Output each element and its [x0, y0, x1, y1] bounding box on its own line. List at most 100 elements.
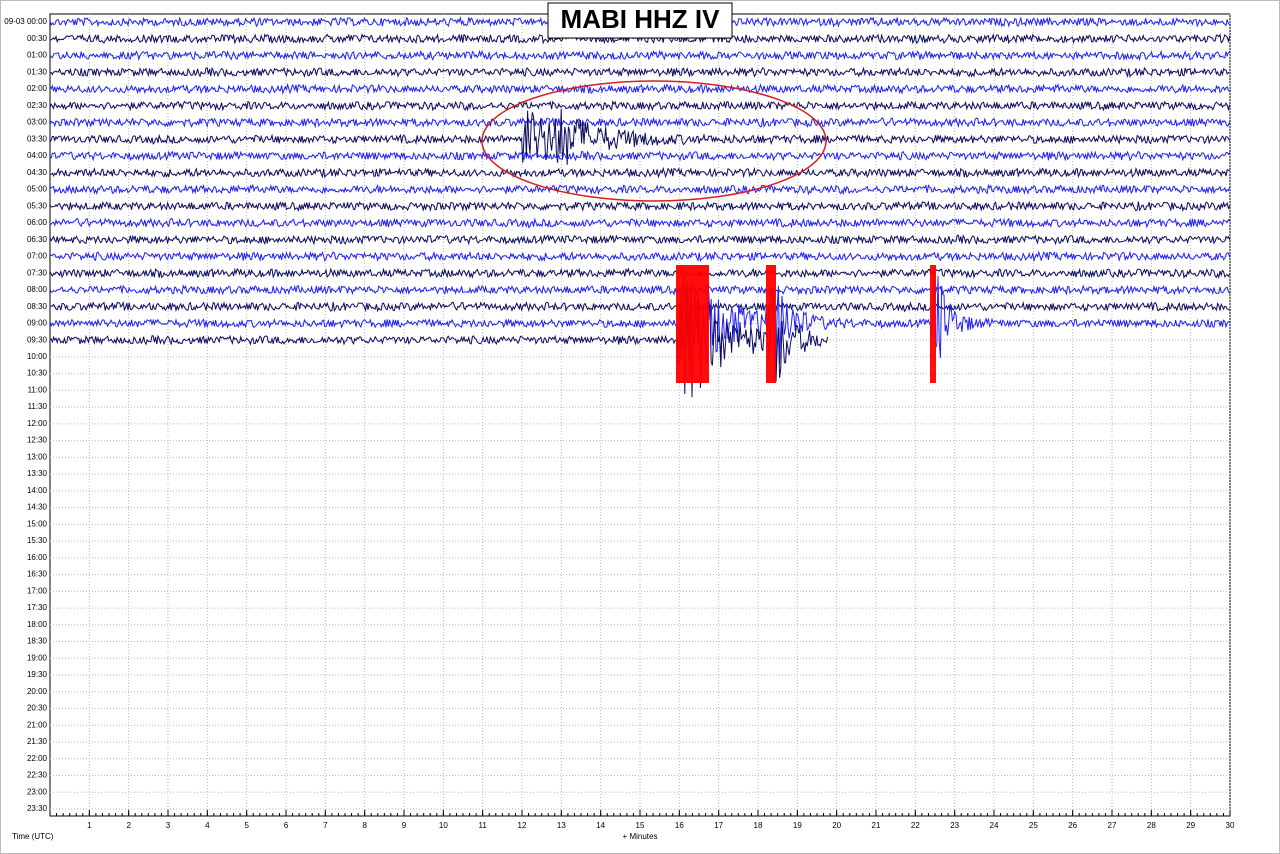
- waveform-trace: [49, 284, 1231, 296]
- row-label: 20:30: [27, 704, 48, 713]
- clip-marker: [930, 265, 936, 383]
- row-label: 14:00: [27, 486, 48, 495]
- waveform-trace: [49, 99, 1231, 112]
- row-label: 15:30: [27, 536, 48, 545]
- x-tick-label: 16: [675, 821, 684, 830]
- row-label: 09-03 00:00: [4, 17, 47, 26]
- row-label: 10:00: [27, 352, 48, 361]
- x-tick-label: 2: [126, 821, 131, 830]
- x-tick-label: 23: [950, 821, 959, 830]
- row-label: 04:00: [27, 151, 48, 160]
- highlight-ellipse: [481, 80, 827, 202]
- x-tick-label: 12: [518, 821, 527, 830]
- waveform-trace: [49, 66, 1230, 78]
- waveform-trace: [49, 300, 1230, 313]
- row-label: 11:30: [28, 402, 48, 411]
- x-tick-label: 14: [596, 821, 605, 830]
- x-tick-label: 24: [990, 821, 999, 830]
- row-label: 19:00: [27, 653, 48, 662]
- row-label: 14:30: [27, 503, 48, 512]
- x-tick-label: 15: [636, 821, 645, 830]
- x-tick-label: 9: [402, 821, 407, 830]
- waveform-trace: [49, 234, 1231, 246]
- row-label: 02:30: [27, 101, 48, 110]
- row-label: 08:30: [27, 302, 48, 311]
- row-label: 12:00: [27, 419, 48, 428]
- row-label: 17:00: [27, 586, 48, 595]
- waveform-trace: [49, 250, 1231, 263]
- x-tick-label: 7: [323, 821, 328, 830]
- row-label: 19:30: [27, 670, 48, 679]
- y-axis-label: Time (UTC): [12, 832, 54, 841]
- waveform-trace: [49, 200, 1231, 213]
- x-tick-label: 25: [1029, 821, 1038, 830]
- waveform-trace: [49, 49, 1230, 62]
- row-label: 03:30: [27, 134, 48, 143]
- x-tick-label: 10: [439, 821, 448, 830]
- x-tick-label: 27: [1108, 821, 1117, 830]
- row-label: 05:30: [27, 201, 48, 210]
- row-label: 18:30: [27, 637, 48, 646]
- x-tick-label: 28: [1147, 821, 1156, 830]
- waveform-trace: [49, 82, 1230, 96]
- x-tick-label: 13: [557, 821, 566, 830]
- row-label: 22:00: [27, 754, 48, 763]
- row-label: 16:00: [27, 553, 48, 562]
- row-label: 00:30: [27, 34, 48, 43]
- row-label: 07:00: [27, 252, 48, 261]
- row-label: 06:00: [27, 218, 48, 227]
- row-label: 08:00: [27, 285, 48, 294]
- x-tick-label: 21: [872, 821, 881, 830]
- x-tick-label: 20: [832, 821, 841, 830]
- x-tick-label: 5: [244, 821, 249, 830]
- x-tick-label: 19: [793, 821, 802, 830]
- x-tick-label: 22: [911, 821, 920, 830]
- row-label: 03:00: [27, 118, 48, 127]
- waveform-trace: [49, 150, 1231, 162]
- waveform-trace: [49, 267, 1231, 280]
- row-label: 20:00: [27, 687, 48, 696]
- clip-marker: [676, 265, 709, 383]
- x-axis-label: + Minutes: [623, 832, 658, 841]
- row-label: 13:30: [27, 469, 48, 478]
- row-label: 18:00: [27, 620, 48, 629]
- x-tick-label: 17: [714, 821, 723, 830]
- waveform-trace: [49, 217, 1231, 229]
- row-label: 23:30: [27, 804, 48, 813]
- row-label: 21:30: [27, 737, 48, 746]
- row-label: 11:00: [28, 385, 48, 394]
- row-label: 01:30: [27, 67, 48, 76]
- row-label: 07:30: [27, 268, 48, 277]
- row-label: 21:00: [27, 720, 48, 729]
- row-label: 22:30: [27, 771, 48, 780]
- clip-marker: [766, 265, 776, 383]
- waveform-trace: [49, 166, 1230, 179]
- plot-area: [49, 13, 1231, 817]
- row-label: 17:30: [27, 603, 48, 612]
- x-tick-label: 18: [754, 821, 763, 830]
- x-tick-label: 4: [205, 821, 210, 830]
- row-label: 16:30: [27, 570, 48, 579]
- x-tick-label: 11: [479, 821, 488, 830]
- row-label: 12:30: [27, 436, 48, 445]
- row-label: 09:30: [27, 335, 48, 344]
- row-label: 05:00: [27, 185, 48, 194]
- row-label: 06:30: [27, 235, 48, 244]
- row-label: 02:00: [27, 84, 48, 93]
- row-label: 23:00: [27, 787, 48, 796]
- title-box: [547, 2, 733, 39]
- waveform-trace: [49, 183, 1231, 196]
- x-tick-label: 6: [284, 821, 289, 830]
- row-label: 09:00: [27, 319, 48, 328]
- waveform-trace: [49, 116, 1231, 129]
- x-tick-label: 3: [166, 821, 171, 830]
- row-label: 04:30: [27, 168, 48, 177]
- row-label: 15:00: [27, 519, 48, 528]
- x-tick-label: 30: [1226, 821, 1235, 830]
- x-tick-label: 29: [1186, 821, 1195, 830]
- row-label: 10:30: [27, 369, 48, 378]
- waveform-trace: [49, 108, 1231, 165]
- x-tick-label: 1: [87, 821, 92, 830]
- waveform-trace: [49, 268, 1230, 379]
